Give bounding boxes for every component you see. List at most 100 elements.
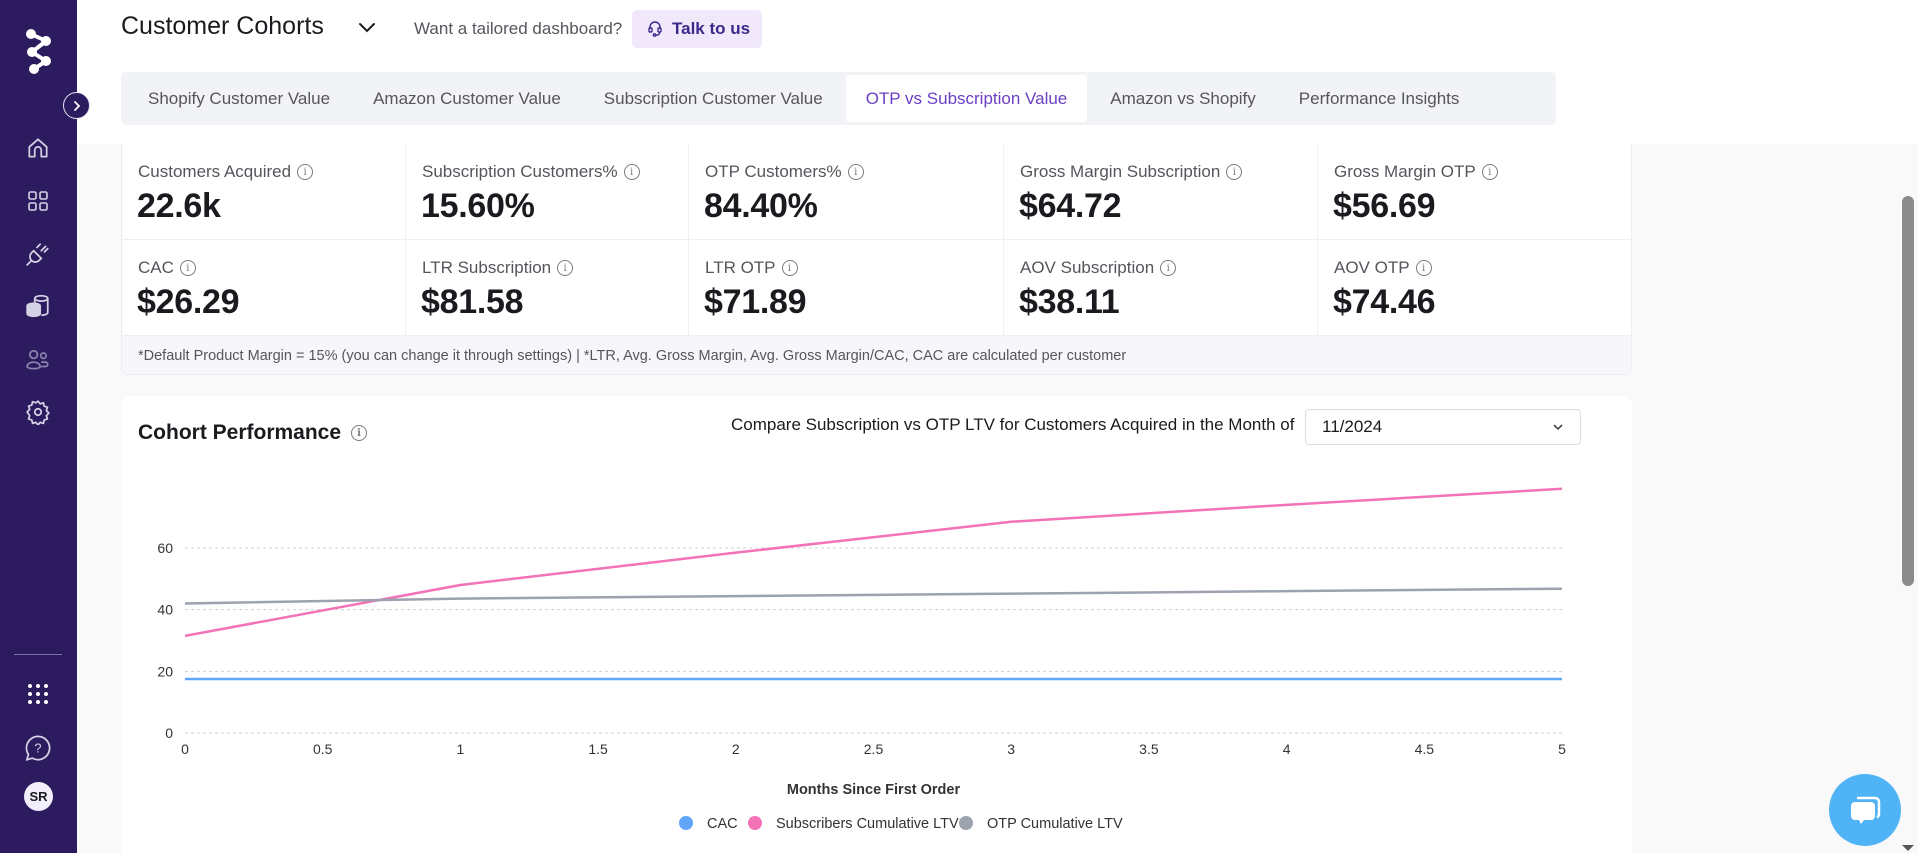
cohort-performance-card: Cohort Performance i Compare Subscriptio… <box>121 396 1632 853</box>
x-axis-label: Months Since First Order <box>787 782 961 798</box>
tab-amazon-vs-shopify[interactable]: Amazon vs Shopify <box>1110 88 1256 108</box>
x-tick-label: 4 <box>1283 741 1291 757</box>
kpi-card: Gross Margin Subscription i $64.72 <box>1004 144 1318 240</box>
info-icon[interactable]: i <box>847 164 864 180</box>
info-icon[interactable]: i <box>623 164 640 180</box>
tab-otp-vs-subscription-value[interactable]: OTP vs Subscription Value <box>845 75 1088 122</box>
kpi-label: Gross Margin OTP <box>1334 162 1476 181</box>
kpi-panel: Customers Acquired i 22.6k Subscription Cus… <box>121 144 1632 375</box>
kpi-card: Customers Acquired i 22.6k <box>122 144 406 240</box>
kpi-label-wrap: AOV Subscription i <box>1020 258 1177 278</box>
sidebar-item-help[interactable]: ? <box>24 734 52 762</box>
compare-label: Compare Subscription vs OTP LTV for Cust… <box>731 415 1295 434</box>
kpi-value: 84.40% <box>704 187 818 225</box>
series-line-otp-cumulative-ltv <box>184 587 1563 605</box>
kpi-label-wrap: AOV OTP i <box>1334 258 1432 278</box>
sidebar-item-integrations[interactable] <box>24 240 52 268</box>
y-tick-label: 60 <box>157 540 173 556</box>
kpi-label-wrap: LTR OTP i <box>705 258 798 278</box>
page-title: Customer Cohorts <box>121 12 324 40</box>
month-select-value: 11/2024 <box>1322 417 1383 436</box>
gear-icon <box>26 400 50 425</box>
kpi-value: 22.6k <box>137 187 221 225</box>
svg-text:?: ? <box>34 741 41 756</box>
kpi-value: $56.69 <box>1333 187 1436 225</box>
sidebar-expand-button[interactable] <box>63 92 90 119</box>
sidebar-item-data[interactable] <box>24 292 52 320</box>
home-icon <box>28 138 48 158</box>
kpi-value: $64.72 <box>1019 187 1122 225</box>
tab-amazon-customer-value[interactable]: Amazon Customer Value <box>373 88 561 108</box>
info-icon[interactable]: i <box>297 164 314 180</box>
kpi-card: LTR OTP i $71.89 <box>689 240 1004 336</box>
kpi-card: LTR Subscription i $81.58 <box>406 240 689 336</box>
legend-label: OTP Cumulative LTV <box>987 816 1123 832</box>
kpi-label-wrap: Gross Margin OTP i <box>1334 162 1498 182</box>
info-icon[interactable]: i <box>781 260 798 276</box>
kpi-label: Subscription Customers% <box>422 162 618 181</box>
kpi-card: AOV Subscription i $38.11 <box>1004 240 1318 336</box>
kpi-label: Customers Acquired <box>138 162 292 181</box>
user-avatar[interactable]: SR <box>24 782 53 811</box>
legend-label: Subscribers Cumulative LTV <box>776 816 959 832</box>
logo-icon[interactable] <box>22 28 56 74</box>
y-tick-label: 40 <box>157 602 173 618</box>
tab-shopify-customer-value[interactable]: Shopify Customer Value <box>148 88 331 108</box>
help-chat-icon: ? <box>25 735 51 761</box>
x-tick-label: 1 <box>457 741 465 757</box>
kpi-value: $26.29 <box>137 283 240 321</box>
talk-to-us-button[interactable]: Talk to us <box>632 10 762 48</box>
users-icon <box>26 349 49 370</box>
kpi-label-wrap: CAC i <box>138 258 196 278</box>
info-icon[interactable]: i <box>1160 260 1177 276</box>
x-tick-label: 3.5 <box>1139 741 1159 757</box>
dashboard-switcher-chevron-icon[interactable] <box>356 17 378 39</box>
chat-widget-button[interactable] <box>1829 774 1901 846</box>
info-icon[interactable]: i <box>1415 260 1432 276</box>
info-icon[interactable]: i <box>1226 164 1243 180</box>
grid-icon <box>28 191 48 211</box>
info-icon[interactable]: i <box>179 260 196 276</box>
kpi-label-wrap: Subscription Customers% i <box>422 162 640 182</box>
x-tick-label: 2.5 <box>864 741 884 757</box>
info-icon[interactable]: i <box>557 260 574 276</box>
y-tick-label: 0 <box>165 725 173 741</box>
database-icon <box>26 294 49 318</box>
legend-marker <box>959 816 973 830</box>
plug-icon <box>26 243 49 266</box>
kpi-card: AOV OTP i $74.46 <box>1318 240 1631 336</box>
kpi-value: $71.89 <box>704 283 807 321</box>
kpi-card: Subscription Customers% i 15.60% <box>406 144 689 240</box>
tab-subscription-customer-value[interactable]: Subscription Customer Value <box>603 88 823 108</box>
x-tick-label: 2 <box>732 741 740 757</box>
legend-marker <box>748 816 762 830</box>
kpi-label: AOV OTP <box>1334 258 1410 277</box>
sidebar-item-dashboards[interactable] <box>24 187 52 215</box>
info-icon[interactable]: i <box>351 425 368 441</box>
info-icon[interactable]: i <box>1481 164 1498 180</box>
cohort-line-chart: 0 20 40 60 0 0.5 1 1.5 2 2.5 3 3.5 4 4.5 5 Months Since… <box>157 487 1566 832</box>
sidebar-item-users[interactable] <box>24 346 52 374</box>
y-tick-label: 20 <box>157 663 173 679</box>
kpi-label: LTR OTP <box>705 258 776 277</box>
vertical-scrollbar-thumb[interactable] <box>1902 196 1914 586</box>
sidebar-item-apps[interactable] <box>24 680 52 708</box>
tab-performance-insights[interactable]: Performance Insights <box>1298 88 1460 108</box>
series-line-subscribers-cumulative-ltv <box>184 487 1563 638</box>
kpi-label: AOV Subscription <box>1020 258 1155 277</box>
kpi-value: $81.58 <box>421 283 524 321</box>
kpi-label: Gross Margin Subscription <box>1020 162 1221 181</box>
sidebar-item-home[interactable] <box>24 134 52 162</box>
scroll-down-arrow-icon[interactable] <box>1902 845 1914 851</box>
sidebar-item-settings[interactable] <box>24 398 52 426</box>
month-select[interactable]: 11/2024 <box>1305 409 1581 445</box>
x-tick-label: 1.5 <box>588 741 608 757</box>
chat-bubble-icon <box>1851 796 1881 824</box>
talk-to-us-label: Talk to us <box>672 19 751 38</box>
headset-icon <box>648 21 662 37</box>
chart-title: Cohort Performance <box>138 421 342 444</box>
kpi-card: Gross Margin OTP i $56.69 <box>1318 144 1631 240</box>
x-tick-label: 4.5 <box>1415 741 1435 757</box>
page-header: Customer Cohorts Want a tailored dashboa… <box>77 0 1918 144</box>
kpi-card: OTP Customers% i 84.40% <box>689 144 1004 240</box>
